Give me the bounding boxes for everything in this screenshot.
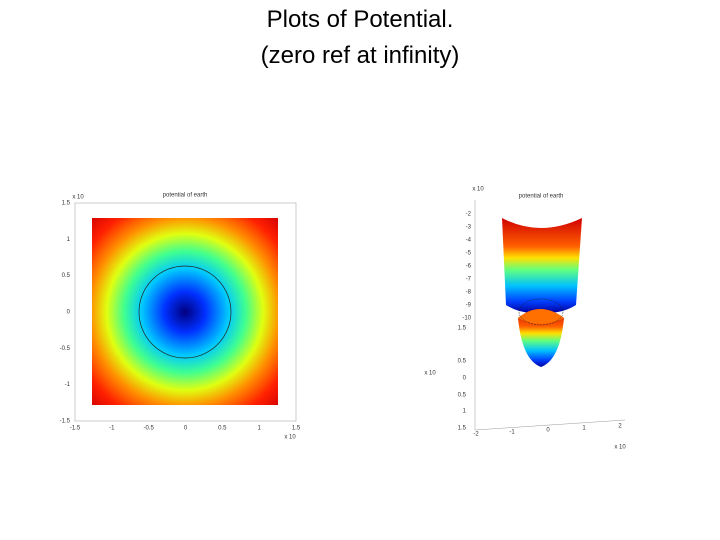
y-tick-label: 0.5 bbox=[458, 393, 467, 399]
x-tick-label: 2 bbox=[618, 424, 622, 430]
y-tick-label: 1.5 bbox=[458, 326, 467, 332]
right-plot: potential of earth x 10 x 10 x 10 bbox=[424, 187, 626, 451]
x-tick-label: -1 bbox=[509, 430, 515, 436]
z-tick-label: -7 bbox=[466, 277, 472, 283]
title-line: Plots of Potential. bbox=[267, 6, 454, 33]
z-tick-label: -6 bbox=[466, 264, 472, 270]
x-tick-label: 1 bbox=[257, 426, 261, 432]
y-tick-label: -1.5 bbox=[60, 419, 71, 425]
x-tick-label: -1 bbox=[109, 426, 115, 432]
y-tick-label: 0.5 bbox=[62, 273, 71, 279]
x-tick-label: -1.5 bbox=[70, 426, 81, 432]
x-tick-label: 0 bbox=[546, 428, 550, 434]
plot-title: potential of earth bbox=[519, 194, 564, 200]
plot-title: potential of earth bbox=[163, 193, 208, 199]
x-tick-label: 0 bbox=[184, 426, 188, 432]
axes-box bbox=[74, 202, 297, 422]
title-line: (zero ref at infinity) bbox=[261, 42, 460, 69]
z-tick-label: -2 bbox=[466, 212, 472, 218]
x-tick-label: -2 bbox=[473, 432, 479, 438]
left-plot: potential of earth x 10 x 10 bbox=[72, 193, 296, 441]
z-tick-label: -10 bbox=[462, 316, 471, 322]
y-multiplier: x 10 bbox=[72, 195, 84, 201]
z-tick-label: -9 bbox=[466, 303, 472, 309]
axis bbox=[474, 419, 626, 431]
y-multiplier: x 10 bbox=[424, 371, 436, 377]
surface-rim bbox=[518, 309, 564, 324]
y-tick-label: 0 bbox=[463, 376, 467, 382]
heatmap bbox=[92, 218, 278, 405]
surface-top bbox=[502, 218, 582, 313]
x-tick-label: 0.5 bbox=[218, 426, 227, 432]
z-tick-label: -5 bbox=[466, 251, 472, 257]
z-multiplier: x 10 bbox=[472, 187, 484, 193]
x-multiplier: x 10 bbox=[614, 445, 626, 451]
y-tick-label: 1 bbox=[463, 409, 467, 415]
y-tick-label: -1 bbox=[65, 382, 71, 388]
x-tick-label: -0.5 bbox=[143, 426, 154, 432]
contour bbox=[518, 298, 564, 326]
x-tick-label: 1.5 bbox=[292, 426, 301, 432]
z-tick-label: -8 bbox=[466, 290, 472, 296]
surface-well bbox=[518, 309, 564, 367]
z-tick-label: -3 bbox=[466, 225, 472, 231]
contour bbox=[138, 265, 232, 359]
z-tick-label: -4 bbox=[466, 238, 472, 244]
y-tick-label: 1.5 bbox=[62, 201, 71, 207]
y-tick-label: 1 bbox=[67, 237, 71, 243]
y-tick-label: 0 bbox=[67, 310, 71, 316]
y-tick-label: 1.5 bbox=[458, 426, 467, 432]
y-tick-label: 0.5 bbox=[458, 359, 467, 365]
x-multiplier: x 10 bbox=[284, 435, 296, 441]
y-tick-label: -0.5 bbox=[60, 346, 71, 352]
x-tick-label: 1 bbox=[582, 426, 586, 432]
